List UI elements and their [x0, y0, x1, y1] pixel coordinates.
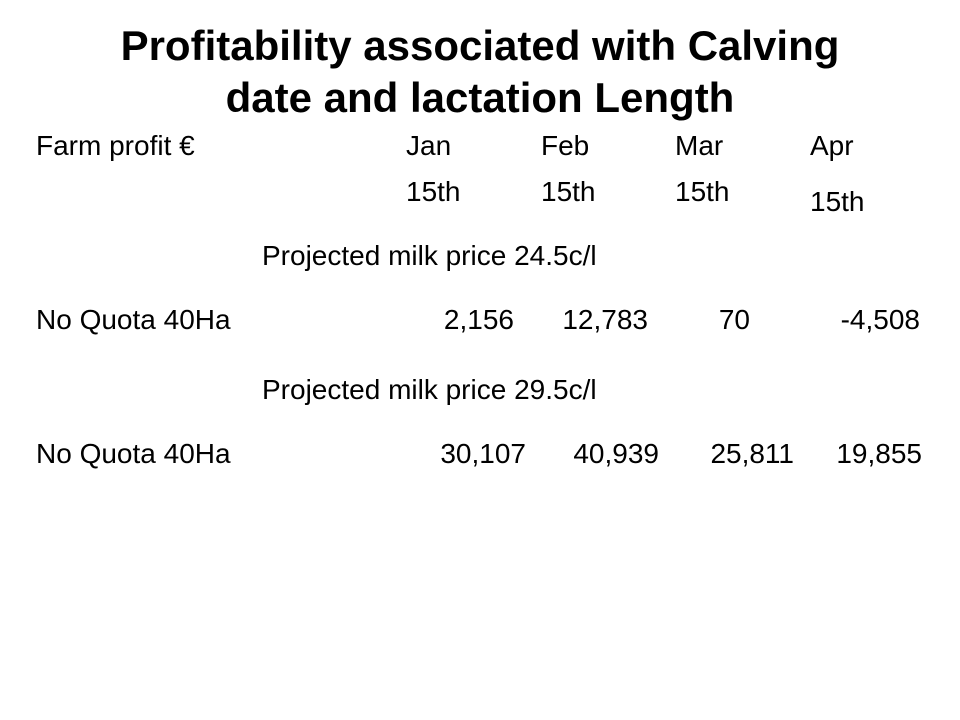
row-header-label: Farm profit € — [36, 130, 195, 161]
column-header-mar-month: Mar — [675, 130, 724, 161]
column-header-mar-day: 15th — [675, 176, 730, 207]
section-2-row-label: No Quota 40Ha — [36, 438, 231, 469]
section-1-value-jan: 2,156 — [443, 304, 514, 335]
column-header-apr-month: Apr — [810, 130, 854, 161]
section-2-value-mar: 25,811 — [710, 438, 794, 469]
column-header-feb-day: 15th — [541, 176, 596, 207]
column-header-jan-month: Jan — [406, 130, 452, 161]
section-2-value-apr: 19,855 — [836, 438, 922, 469]
column-header-jan-day: 15th — [406, 176, 461, 207]
slide-title-line-1: Profitability associated with Calving — [120, 22, 840, 69]
section-1-value-feb: 12,783 — [562, 304, 648, 335]
section-2-value-feb: 40,939 — [573, 438, 659, 469]
section-1-row-label: No Quota 40Ha — [36, 304, 231, 335]
section-1-value-mar: 70 — [718, 304, 750, 335]
slide-title: Profitability associated with Calving da… — [0, 20, 960, 124]
slide-title-line-2: date and lactation Length — [225, 74, 735, 121]
column-header-apr-day: 15th — [810, 186, 865, 217]
section-heading-24-5: Projected milk price 24.5c/l — [262, 240, 597, 271]
section-1-value-apr: -4,508 — [840, 304, 920, 335]
section-heading-29-5: Projected milk price 29.5c/l — [262, 374, 597, 405]
column-header-feb-month: Feb — [541, 130, 590, 161]
section-2-value-jan: 30,107 — [440, 438, 526, 469]
